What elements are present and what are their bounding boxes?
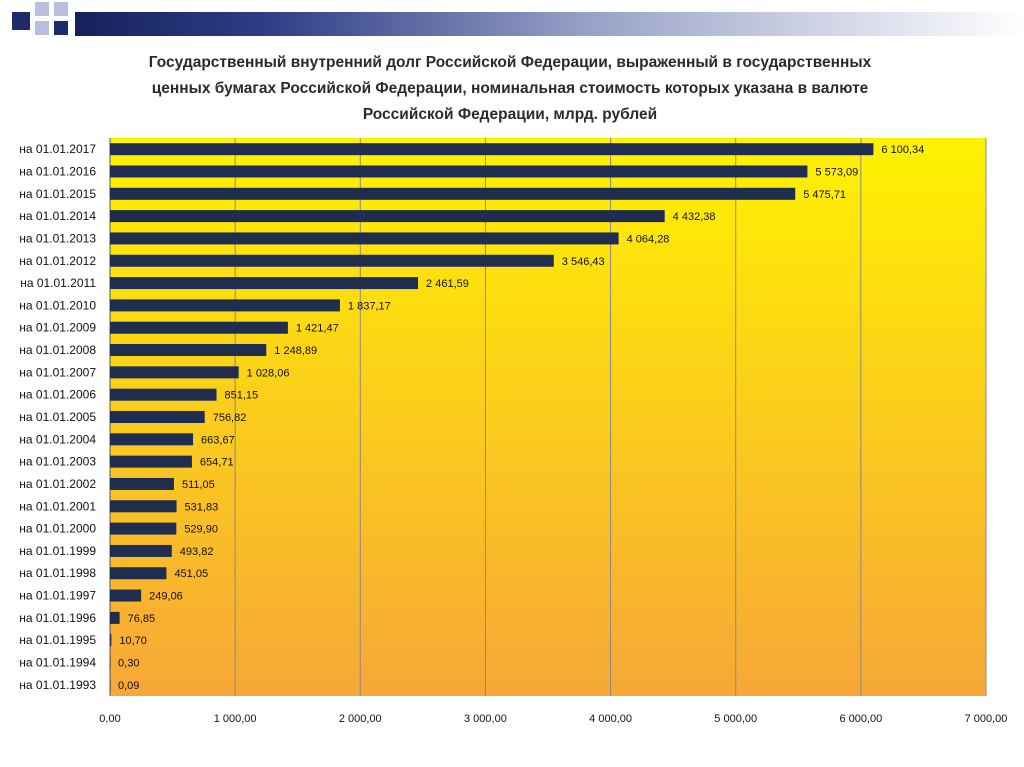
x-tick-label: 5 000,00 <box>714 713 757 725</box>
decor-square-dark <box>12 12 30 30</box>
data-label: 493,82 <box>180 546 214 558</box>
bar <box>110 678 111 691</box>
data-label: 511,05 <box>182 479 215 491</box>
x-tick-label: 3 000,00 <box>464 713 507 725</box>
bar <box>110 344 267 357</box>
bar <box>110 277 419 290</box>
data-label: 851,15 <box>225 390 259 402</box>
y-tick-label: на 01.01.1993 <box>19 678 96 692</box>
bar <box>110 433 194 446</box>
data-label: 1 248,89 <box>274 345 317 357</box>
y-tick-label: на 01.01.2011 <box>20 276 96 290</box>
x-tick-label: 4 000,00 <box>589 713 632 725</box>
data-label: 2 461,59 <box>426 278 469 290</box>
bar <box>110 455 192 468</box>
data-label: 6 100,34 <box>881 144 924 156</box>
y-tick-label: на 01.01.2003 <box>19 455 96 469</box>
data-label: 4 064,28 <box>627 233 670 245</box>
bar <box>110 477 174 490</box>
y-tick-label: на 01.01.2017 <box>19 142 96 156</box>
data-label: 5 573,09 <box>815 166 858 178</box>
data-label: 1 421,47 <box>296 323 339 335</box>
y-tick-label: на 01.01.2013 <box>19 231 96 245</box>
bar <box>110 210 665 223</box>
data-label: 10,70 <box>119 635 147 647</box>
data-label: 5 475,71 <box>803 189 846 201</box>
x-tick-label: 6 000,00 <box>839 713 882 725</box>
y-tick-label: на 01.01.1999 <box>19 544 96 558</box>
x-tick-label: 7 000,00 <box>965 713 1008 725</box>
x-tick-label: 0,00 <box>99 713 120 725</box>
data-label: 1 028,06 <box>247 367 290 379</box>
bar <box>110 411 205 423</box>
data-label: 1 837,17 <box>348 300 391 312</box>
bar <box>110 143 874 156</box>
bar <box>110 611 120 624</box>
y-tick-label: на 01.01.1995 <box>19 633 96 647</box>
y-tick-label: на 01.01.2008 <box>19 343 96 357</box>
y-tick-label: на 01.01.2016 <box>19 164 96 178</box>
plot-area <box>110 138 986 696</box>
decor-square-light <box>54 2 68 16</box>
bar <box>110 232 619 245</box>
decor-square-dark <box>54 21 68 35</box>
header-strip <box>75 12 1024 36</box>
y-tick-label: на 01.01.2004 <box>19 432 96 446</box>
data-label: 249,06 <box>149 591 183 603</box>
bar <box>110 634 112 647</box>
decor-square-light <box>35 2 49 16</box>
data-label: 76,85 <box>128 613 156 625</box>
data-label: 529,90 <box>184 524 218 536</box>
data-label: 0,30 <box>118 658 139 670</box>
y-tick-label: на 01.01.2009 <box>19 321 96 335</box>
x-tick-label: 1 000,00 <box>214 713 257 725</box>
y-tick-label: на 01.01.2014 <box>19 209 96 223</box>
data-label: 756,82 <box>213 412 247 424</box>
y-tick-label: на 01.01.2001 <box>19 499 96 513</box>
bar <box>110 656 111 669</box>
y-tick-label: на 01.01.1998 <box>19 566 96 580</box>
bar <box>110 254 554 267</box>
chart-title-line: Государственный внутренний долг Российск… <box>148 54 872 71</box>
bar <box>110 165 808 178</box>
decor-square-light <box>35 21 49 35</box>
y-tick-label: на 01.01.2012 <box>19 254 96 268</box>
y-tick-label: на 01.01.1996 <box>19 611 96 625</box>
bar <box>110 366 239 379</box>
bar <box>110 321 288 334</box>
data-label: 3 546,43 <box>562 256 605 268</box>
data-label: 654,71 <box>200 457 234 469</box>
bar <box>110 589 142 602</box>
y-tick-label: на 01.01.1997 <box>19 589 96 603</box>
bar <box>110 544 172 557</box>
chart-title: Государственный внутренний долг Российск… <box>60 50 960 128</box>
bar <box>110 187 796 200</box>
data-label: 531,83 <box>185 501 219 513</box>
y-tick-label: на 01.01.2002 <box>19 477 96 491</box>
bar <box>110 522 177 535</box>
y-tick-label: на 01.01.1994 <box>19 656 96 670</box>
y-tick-label: на 01.01.2005 <box>19 410 96 424</box>
chart-title-line: Российской Федерации, млрд. рублей <box>362 106 658 123</box>
y-tick-label: на 01.01.2015 <box>19 187 96 201</box>
data-label: 0,09 <box>118 680 139 692</box>
bar <box>110 388 217 401</box>
y-tick-label: на 01.01.2007 <box>19 365 96 379</box>
bar <box>110 299 340 312</box>
bar <box>110 567 167 580</box>
x-tick-label: 2 000,00 <box>339 713 382 725</box>
data-label: 4 432,38 <box>673 211 716 223</box>
y-tick-label: на 01.01.2010 <box>19 298 96 312</box>
chart-title-line: ценных бумагах Российской Федерации, ном… <box>151 80 869 97</box>
bar <box>110 500 177 513</box>
data-label: 663,67 <box>201 434 235 446</box>
y-tick-label: на 01.01.2000 <box>19 522 96 536</box>
y-tick-label: на 01.01.2006 <box>19 388 96 402</box>
data-label: 451,05 <box>174 568 208 580</box>
